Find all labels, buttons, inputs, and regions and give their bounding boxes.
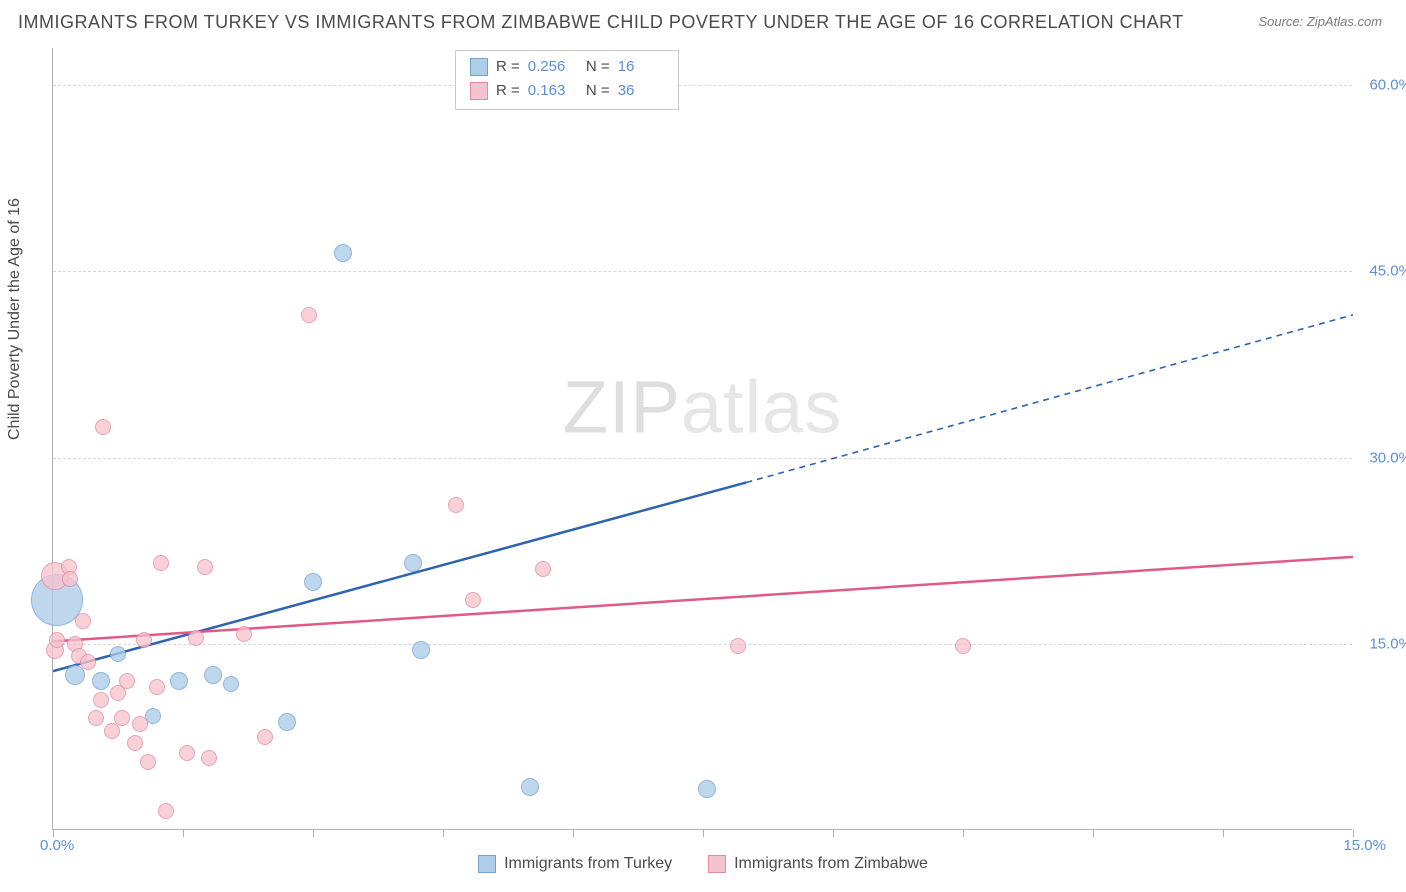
x-tick	[833, 829, 834, 837]
stats-n-label: N =	[582, 79, 610, 103]
watermark-thin: atlas	[681, 366, 842, 449]
x-tick	[183, 829, 184, 837]
bottom-legend: Immigrants from Turkey Immigrants from Zi…	[0, 855, 1406, 878]
stats-n-value: 36	[618, 79, 664, 103]
scatter-point-turkey	[698, 780, 716, 798]
scatter-point-zimbabwe	[301, 307, 317, 323]
scatter-point-turkey	[304, 573, 322, 591]
x-tick	[53, 829, 54, 837]
gridline	[53, 271, 1352, 272]
scatter-point-zimbabwe	[127, 735, 143, 751]
legend-item-turkey: Immigrants from Turkey	[478, 855, 672, 873]
x-tick	[963, 829, 964, 837]
x-tick	[313, 829, 314, 837]
scatter-point-zimbabwe	[955, 638, 971, 654]
scatter-point-zimbabwe	[140, 754, 156, 770]
legend-swatch-zimbabwe	[470, 82, 488, 100]
scatter-point-zimbabwe	[149, 679, 165, 695]
scatter-point-zimbabwe	[114, 710, 130, 726]
scatter-point-zimbabwe	[188, 630, 204, 646]
scatter-point-zimbabwe	[730, 638, 746, 654]
scatter-point-turkey	[521, 778, 539, 796]
x-tick	[443, 829, 444, 837]
scatter-point-zimbabwe	[236, 626, 252, 642]
legend-label: Immigrants from Turkey	[504, 855, 672, 873]
scatter-point-turkey	[92, 672, 110, 690]
scatter-point-zimbabwe	[257, 729, 273, 745]
stats-r-value: 0.163	[528, 79, 574, 103]
scatter-point-zimbabwe	[153, 555, 169, 571]
stats-r-label: R =	[496, 79, 520, 103]
scatter-point-zimbabwe	[465, 592, 481, 608]
scatter-point-zimbabwe	[49, 632, 65, 648]
y-tick-label: 30.0%	[1369, 449, 1406, 466]
scatter-point-zimbabwe	[179, 745, 195, 761]
legend-swatch-turkey	[470, 58, 488, 76]
x-tick	[703, 829, 704, 837]
scatter-point-turkey	[170, 672, 188, 690]
y-tick-label: 45.0%	[1369, 263, 1406, 280]
scatter-point-zimbabwe	[158, 803, 174, 819]
x-tick	[1093, 829, 1094, 837]
watermark-bold: ZIP	[563, 366, 681, 449]
legend-swatch-turkey	[478, 855, 496, 873]
stats-row-zimbabwe: R = 0.163 N = 36	[470, 79, 664, 103]
chart-title: IMMIGRANTS FROM TURKEY VS IMMIGRANTS FRO…	[18, 12, 1184, 33]
gridline	[53, 85, 1352, 86]
scatter-point-zimbabwe	[95, 419, 111, 435]
chart-plot-area: ZIPatlas 15.0%30.0%45.0%60.0%	[52, 48, 1352, 830]
x-tick	[1223, 829, 1224, 837]
scatter-point-zimbabwe	[535, 561, 551, 577]
scatter-point-turkey	[278, 713, 296, 731]
scatter-point-turkey	[404, 554, 422, 572]
scatter-point-turkey	[412, 641, 430, 659]
x-axis-max-label: 15.0%	[1343, 837, 1386, 854]
correlation-stats-box: R = 0.256 N = 16 R = 0.163 N = 36	[455, 50, 679, 110]
scatter-point-zimbabwe	[93, 692, 109, 708]
scatter-point-turkey	[204, 666, 222, 684]
legend-item-zimbabwe: Immigrants from Zimbabwe	[708, 855, 928, 873]
scatter-point-zimbabwe	[88, 710, 104, 726]
y-tick-label: 15.0%	[1369, 635, 1406, 652]
gridline	[53, 458, 1352, 459]
scatter-point-zimbabwe	[201, 750, 217, 766]
scatter-point-turkey	[110, 646, 126, 662]
y-tick-label: 60.0%	[1369, 77, 1406, 94]
scatter-point-turkey	[334, 244, 352, 262]
stats-n-value: 16	[618, 55, 664, 79]
stats-n-label: N =	[582, 55, 610, 79]
x-tick	[573, 829, 574, 837]
scatter-point-zimbabwe	[448, 497, 464, 513]
trend-lines	[53, 48, 1353, 830]
x-tick	[1353, 829, 1354, 837]
watermark: ZIPatlas	[563, 365, 842, 450]
scatter-point-zimbabwe	[62, 571, 78, 587]
scatter-point-zimbabwe	[132, 716, 148, 732]
scatter-point-zimbabwe	[136, 632, 152, 648]
gridline	[53, 644, 1352, 645]
legend-label: Immigrants from Zimbabwe	[734, 855, 928, 873]
legend-swatch-zimbabwe	[708, 855, 726, 873]
stats-r-label: R =	[496, 55, 520, 79]
scatter-point-zimbabwe	[197, 559, 213, 575]
scatter-point-zimbabwe	[80, 654, 96, 670]
y-axis-label: Child Poverty Under the Age of 16	[6, 198, 24, 440]
stats-r-value: 0.256	[528, 55, 574, 79]
scatter-point-zimbabwe	[119, 673, 135, 689]
scatter-point-turkey	[223, 676, 239, 692]
x-axis-min-label: 0.0%	[40, 837, 74, 854]
source-label: Source: ZipAtlas.com	[1258, 14, 1382, 29]
stats-row-turkey: R = 0.256 N = 16	[470, 55, 664, 79]
scatter-point-zimbabwe	[75, 613, 91, 629]
